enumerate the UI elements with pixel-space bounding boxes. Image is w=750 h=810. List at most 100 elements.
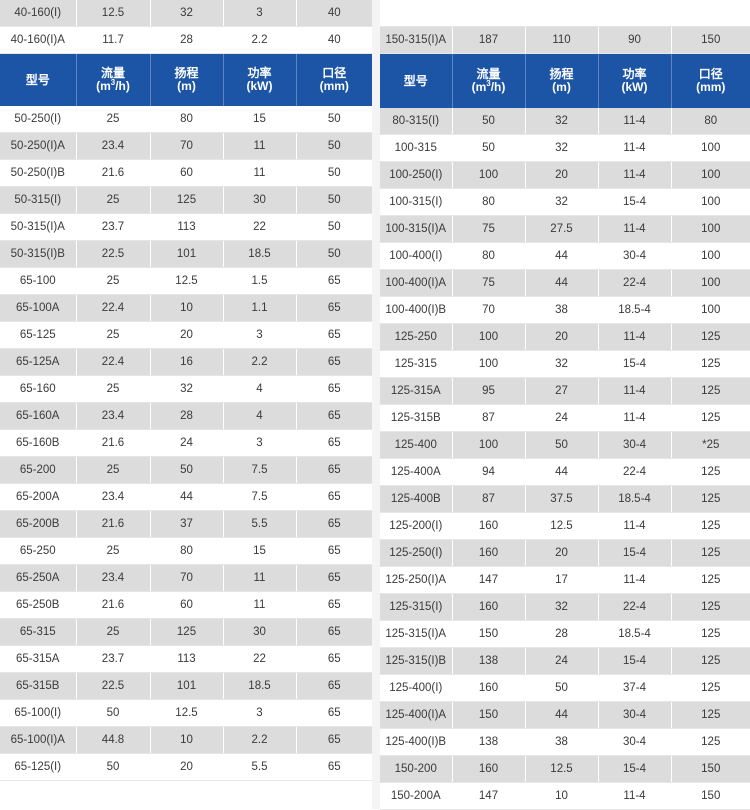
table-row: 40-160(I)A 11.7 28 2.2 40 [0, 26, 372, 54]
cell-model: 50-315(I) [0, 186, 77, 214]
cell-model: 65-100(I) [0, 699, 77, 727]
cell-flow: 25 [76, 618, 151, 646]
cell-power: 90 [598, 26, 672, 54]
cell-flow: 25 [76, 537, 151, 565]
cell-power: 1.1 [223, 294, 297, 322]
cell-flow: 70 [452, 296, 526, 324]
header-power: 功率 (kW) [598, 53, 672, 108]
cell-head: 17 [525, 566, 599, 594]
cell-bore: 65 [296, 294, 372, 322]
cell-head: 44 [525, 269, 599, 297]
cell-model: 65-100 [0, 267, 77, 295]
table-row: 50-250(I) 25 80 15 50 [0, 106, 372, 133]
cell-head: 16 [150, 348, 224, 376]
cell-power: 11-4 [598, 782, 672, 810]
cell-flow: 150 [452, 701, 526, 729]
cell-head: 24 [525, 647, 599, 675]
cell-bore: 125 [671, 458, 750, 486]
cell-model: 125-400A [380, 458, 453, 486]
cell-model: 125-315(I) [380, 593, 453, 621]
cell-head: 12.5 [525, 755, 599, 783]
cell-head: 44 [525, 458, 599, 486]
cell-bore: 65 [296, 510, 372, 538]
table-row: 125-315B 87 24 11-4 125 [380, 404, 750, 432]
cell-power: 22 [223, 213, 297, 241]
cell-power: 22-4 [598, 458, 672, 486]
cell-head: 50 [525, 431, 599, 459]
left-spec-table: 40-160(I) 12.5 32 3 40 40-160(I)A 11.7 28 2.2 40 … [0, 0, 372, 781]
cell-head: 38 [525, 728, 599, 756]
table-row: 40-160(I) 12.5 32 3 40 [0, 0, 372, 27]
table-row: 65-200 25 50 7.5 65 [0, 456, 372, 484]
cell-flow: 50 [452, 108, 526, 135]
table-row: 125-315(I)B 138 24 15-4 125 [380, 647, 750, 675]
cell-flow: 25 [76, 321, 151, 349]
table-row: 150-200A 147 10 11-4 150 [380, 782, 750, 810]
cell-head: 44 [150, 483, 224, 511]
cell-flow: 25 [76, 375, 151, 403]
table-row: 65-125 25 20 3 65 [0, 321, 372, 349]
cell-flow: 21.6 [76, 159, 151, 187]
cell-model: 65-315 [0, 618, 77, 646]
cell-head: 20 [525, 539, 599, 567]
cell-model: 125-315 [380, 350, 453, 378]
cell-bore: 100 [671, 134, 750, 162]
cell-head: 32 [150, 0, 224, 27]
table-row: 65-315A 23.7 113 22 65 [0, 645, 372, 673]
cell-power: 30 [223, 186, 297, 214]
cell-head: 12.5 [150, 699, 224, 727]
cell-flow: 138 [452, 647, 526, 675]
cell-bore: 100 [671, 215, 750, 243]
cell-bore: 125 [671, 566, 750, 594]
cell-bore: *25 [671, 431, 750, 459]
table-row: 65-200B 21.6 37 5.5 65 [0, 510, 372, 538]
table-row: 125-400(I)B 138 38 30-4 125 [380, 728, 750, 756]
cell-bore: 125 [671, 647, 750, 675]
cell-bore: 65 [296, 402, 372, 430]
cell-bore: 65 [296, 591, 372, 619]
cell-flow: 22.5 [76, 240, 151, 268]
cell-head: 27.5 [525, 215, 599, 243]
cell-power: 30-4 [598, 701, 672, 729]
cell-head: 20 [150, 321, 224, 349]
cell-power: 11-4 [598, 215, 672, 243]
header-head: 扬程 (m) [150, 53, 224, 106]
cell-bore: 65 [296, 726, 372, 754]
cell-flow: 25 [76, 106, 151, 133]
cell-head: 80 [150, 537, 224, 565]
cell-flow: 22.5 [76, 672, 151, 700]
cell-model: 125-250(I)A [380, 566, 453, 594]
cell-model: 65-160A [0, 402, 77, 430]
cell-power: 11-4 [598, 161, 672, 189]
cell-flow: 23.4 [76, 132, 151, 160]
cell-bore: 65 [296, 429, 372, 457]
cell-model: 65-315A [0, 645, 77, 673]
cell-head: 70 [150, 564, 224, 592]
cell-model: 150-200A [380, 782, 453, 810]
table-row: 65-100(I)A 44.8 10 2.2 65 [0, 726, 372, 754]
cell-model: 100-315(I)A [380, 215, 453, 243]
cell-power: 2.2 [223, 26, 297, 54]
table-row: 50-315(I)A 23.7 113 22 50 [0, 213, 372, 241]
cell-bore: 65 [296, 753, 372, 781]
cell-bore: 100 [671, 269, 750, 297]
table-row: 125-400 100 50 30-4 *25 [380, 431, 750, 459]
right-spec-table-panel: 150-315(I)A 187 110 90 150 型号 流量 (m3/h) 扬程 (m)… [380, 0, 750, 810]
cell-bore: 65 [296, 483, 372, 511]
table-row: 65-160B 21.6 24 3 65 [0, 429, 372, 457]
cell-power: 11 [223, 564, 297, 592]
table-row: 125-315(I)A 150 28 18.5-4 125 [380, 620, 750, 648]
cell-model: 125-400B [380, 485, 453, 513]
cell-model: 65-100A [0, 294, 77, 322]
cell-head: 24 [150, 429, 224, 457]
right-table-top-rows: 150-315(I)A 187 110 90 150 [380, 26, 750, 54]
cell-power: 11-4 [598, 566, 672, 594]
cell-model: 125-250(I) [380, 539, 453, 567]
left-table-top-rows: 40-160(I) 12.5 32 3 40 40-160(I)A 11.7 28 2.2 40 [0, 0, 372, 54]
table-row: 125-200(I) 160 12.5 11-4 125 [380, 512, 750, 540]
cell-head: 28 [150, 26, 224, 54]
table-row: 50-250(I)B 21.6 60 11 50 [0, 159, 372, 187]
table-row: 125-400(I)A 150 44 30-4 125 [380, 701, 750, 729]
cell-flow: 23.7 [76, 645, 151, 673]
cell-flow: 11.7 [76, 26, 151, 54]
